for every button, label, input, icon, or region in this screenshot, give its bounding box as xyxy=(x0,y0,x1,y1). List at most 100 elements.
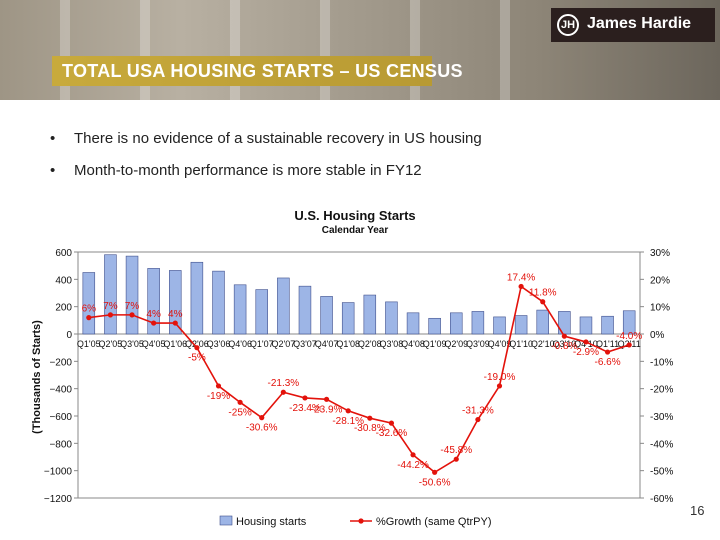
y-tick-label: −1000 xyxy=(44,467,73,478)
page-title: TOTAL USA HOUSING STARTS – US CENSUS xyxy=(62,61,463,81)
bar xyxy=(536,309,549,335)
growth-point xyxy=(367,415,373,421)
chart-title: U.S. Housing Starts xyxy=(294,208,415,223)
bar xyxy=(601,315,614,335)
x-tick-label: Q3'10 xyxy=(552,339,576,349)
growth-point xyxy=(626,342,632,348)
bar xyxy=(363,294,377,335)
growth-data-label: 4% xyxy=(146,309,161,320)
growth-data-label: -32.6% xyxy=(376,428,408,439)
growth-point xyxy=(280,389,286,395)
growth-point xyxy=(604,349,611,355)
x-tick-label: Q1'05 xyxy=(77,339,101,349)
bar xyxy=(125,255,139,335)
growth-data-label: -23.4% xyxy=(289,403,321,414)
x-tick-label: Q1'11 xyxy=(596,339,619,349)
growth-data-label: -19.0% xyxy=(484,372,516,383)
x-tick-label: Q3'07 xyxy=(293,339,317,349)
growth-data-label: -0.8% xyxy=(551,341,577,352)
growth-data-label: -19% xyxy=(207,391,230,402)
x-tick-label: Q1'07 xyxy=(250,339,274,349)
y2-tick-label: -40% xyxy=(650,439,673,450)
bullet-dot-icon: • xyxy=(50,130,56,147)
x-tick-label: Q4'09 xyxy=(488,339,512,349)
y-tick-label: 400 xyxy=(55,275,72,286)
x-tick-label: Q1'09 xyxy=(423,339,447,349)
y-tick-label: 0 xyxy=(66,330,72,341)
y2-tick-label: -30% xyxy=(650,412,673,423)
y2-tick-label: -20% xyxy=(650,385,673,396)
x-tick-label: Q3'08 xyxy=(380,339,404,349)
growth-point xyxy=(107,312,114,318)
brand-logo: JH James Hardie xyxy=(551,8,715,42)
growth-point xyxy=(323,396,330,402)
growth-data-label: -30.8% xyxy=(354,423,386,434)
bar xyxy=(82,272,96,335)
bar xyxy=(579,316,593,335)
bar xyxy=(622,310,636,335)
growth-point xyxy=(540,299,546,305)
x-tick-label: Q4'08 xyxy=(401,339,425,349)
growth-point xyxy=(496,383,503,389)
y-tick-label: −400 xyxy=(49,385,72,396)
y-tick-label: −800 xyxy=(49,439,72,450)
bar xyxy=(493,316,506,335)
bar xyxy=(341,302,355,335)
bar xyxy=(277,277,290,335)
growth-data-label: -6.6% xyxy=(595,357,621,368)
y2-tick-label: 0% xyxy=(650,330,665,341)
x-tick-label: Q1'08 xyxy=(336,339,360,349)
growth-point xyxy=(194,345,200,351)
x-tick-label: Q3'05 xyxy=(120,339,144,349)
growth-data-label: -30.6% xyxy=(246,423,278,434)
x-tick-label: Q4'05 xyxy=(142,339,166,349)
growth-point xyxy=(237,399,243,405)
bar xyxy=(233,284,247,335)
x-tick-label: Q1'10 xyxy=(509,339,533,349)
growth-point xyxy=(302,395,308,401)
bar xyxy=(406,312,420,335)
x-tick-label: Q2'08 xyxy=(358,339,382,349)
growth-data-label: 17.4% xyxy=(507,272,535,283)
x-tick-label: Q2'10 xyxy=(531,339,555,349)
x-tick-label: Q3'06 xyxy=(207,339,231,349)
growth-data-label: 7% xyxy=(125,301,140,312)
x-tick-label: Q2'09 xyxy=(444,339,468,349)
x-tick-label: Q4'07 xyxy=(315,339,339,349)
y-tick-label: 200 xyxy=(55,303,72,314)
growth-point xyxy=(388,420,395,426)
growth-point xyxy=(129,312,135,318)
bullet-text: Month-to-month performance is more stabl… xyxy=(74,162,422,179)
legend-bar-swatch xyxy=(219,515,233,526)
plot-area xyxy=(77,251,641,499)
bar xyxy=(190,261,204,335)
bar xyxy=(320,296,333,335)
growth-data-label: -5% xyxy=(188,353,206,364)
growth-data-label: 6% xyxy=(82,304,97,315)
bar xyxy=(450,312,463,335)
legend-label: %Growth (same QtrPY) xyxy=(376,516,492,528)
x-tick-label: Q2'05 xyxy=(99,339,123,349)
growth-point xyxy=(86,315,92,321)
y-tick-label: 600 xyxy=(55,248,72,259)
growth-data-label: -44.2% xyxy=(397,460,429,471)
bar xyxy=(212,270,225,335)
growth-data-label: -50.6% xyxy=(419,477,451,488)
growth-point xyxy=(172,320,178,326)
bar xyxy=(104,254,117,335)
bar xyxy=(169,270,182,335)
growth-point xyxy=(453,456,459,462)
growth-point xyxy=(259,415,265,421)
y2-tick-label: -10% xyxy=(650,357,673,368)
bar xyxy=(385,301,398,335)
growth-data-label: -21.3% xyxy=(268,378,300,389)
growth-data-label: 7% xyxy=(103,301,118,312)
growth-data-label: -4.0% xyxy=(616,331,642,342)
legend-line-marker xyxy=(358,518,364,524)
bar xyxy=(298,285,312,335)
bar xyxy=(255,289,268,335)
growth-point xyxy=(518,283,524,290)
growth-point xyxy=(215,383,222,389)
x-tick-label: Q4'06 xyxy=(228,339,252,349)
